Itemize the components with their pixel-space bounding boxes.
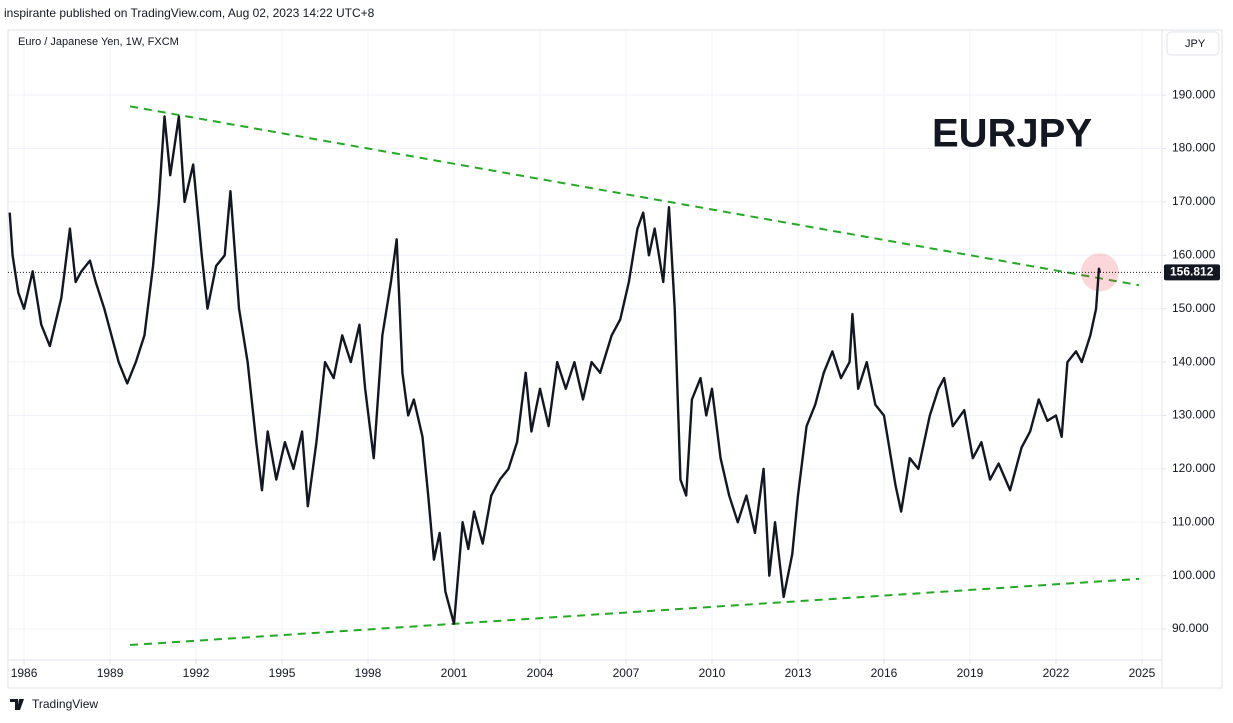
x-tick-label: 1995	[269, 666, 296, 680]
x-tick-label: 2025	[1129, 666, 1156, 680]
tradingview-logo: TradingView	[10, 697, 98, 711]
x-tick-label: 2013	[785, 666, 812, 680]
y-tick-label: 180.000	[1172, 141, 1216, 155]
trendline	[129, 105, 1140, 287]
chart-title: EURJPY	[932, 112, 1092, 156]
trendline	[130, 577, 1140, 647]
x-tick-label: 2007	[613, 666, 640, 680]
last-price-label: 156.812	[1170, 264, 1214, 278]
x-tick-label: 2001	[441, 666, 468, 680]
x-tick-label: 2022	[1043, 666, 1070, 680]
y-tick-label: 130.000	[1172, 408, 1216, 422]
x-tick-label: 2004	[527, 666, 554, 680]
brand-name: TradingView	[32, 697, 98, 711]
x-tick-label: 1998	[355, 666, 382, 680]
x-tick-label: 2010	[699, 666, 726, 680]
currency-label[interactable]: JPY	[1185, 38, 1206, 50]
x-tick-label: 2016	[871, 666, 898, 680]
y-tick-label: 150.000	[1172, 301, 1216, 315]
y-tick-label: 110.000	[1172, 514, 1215, 528]
logo-icon	[10, 699, 24, 710]
y-tick-label: 100.000	[1172, 568, 1216, 582]
x-tick-label: 2019	[957, 666, 984, 680]
x-tick-label: 1986	[11, 666, 38, 680]
symbol-info: Euro / Japanese Yen, 1W, FXCM	[18, 36, 179, 48]
axis-layer: 90.000 100.000 110.000 120.000 130.000 140.00…	[11, 87, 1220, 680]
y-tick-label: 90.000	[1172, 621, 1209, 635]
grid-layer	[8, 30, 1162, 660]
plot-layer	[8, 105, 1162, 647]
y-tick-label: 140.000	[1172, 354, 1216, 368]
y-tick-label: 190.000	[1172, 87, 1216, 101]
currency-button[interactable]	[1166, 31, 1220, 56]
chart-frame	[7, 29, 1223, 689]
x-tick-label: 1989	[97, 666, 124, 680]
published-note: inspirante published on TradingView.com,…	[4, 6, 375, 20]
price-line	[8, 115, 1101, 625]
y-tick-label: 170.000	[1172, 194, 1216, 208]
x-tick-label: 1992	[183, 666, 210, 680]
last-price-badge	[1164, 264, 1220, 281]
y-tick-label: 120.000	[1172, 461, 1216, 475]
y-tick-label: 160.000	[1172, 247, 1216, 261]
